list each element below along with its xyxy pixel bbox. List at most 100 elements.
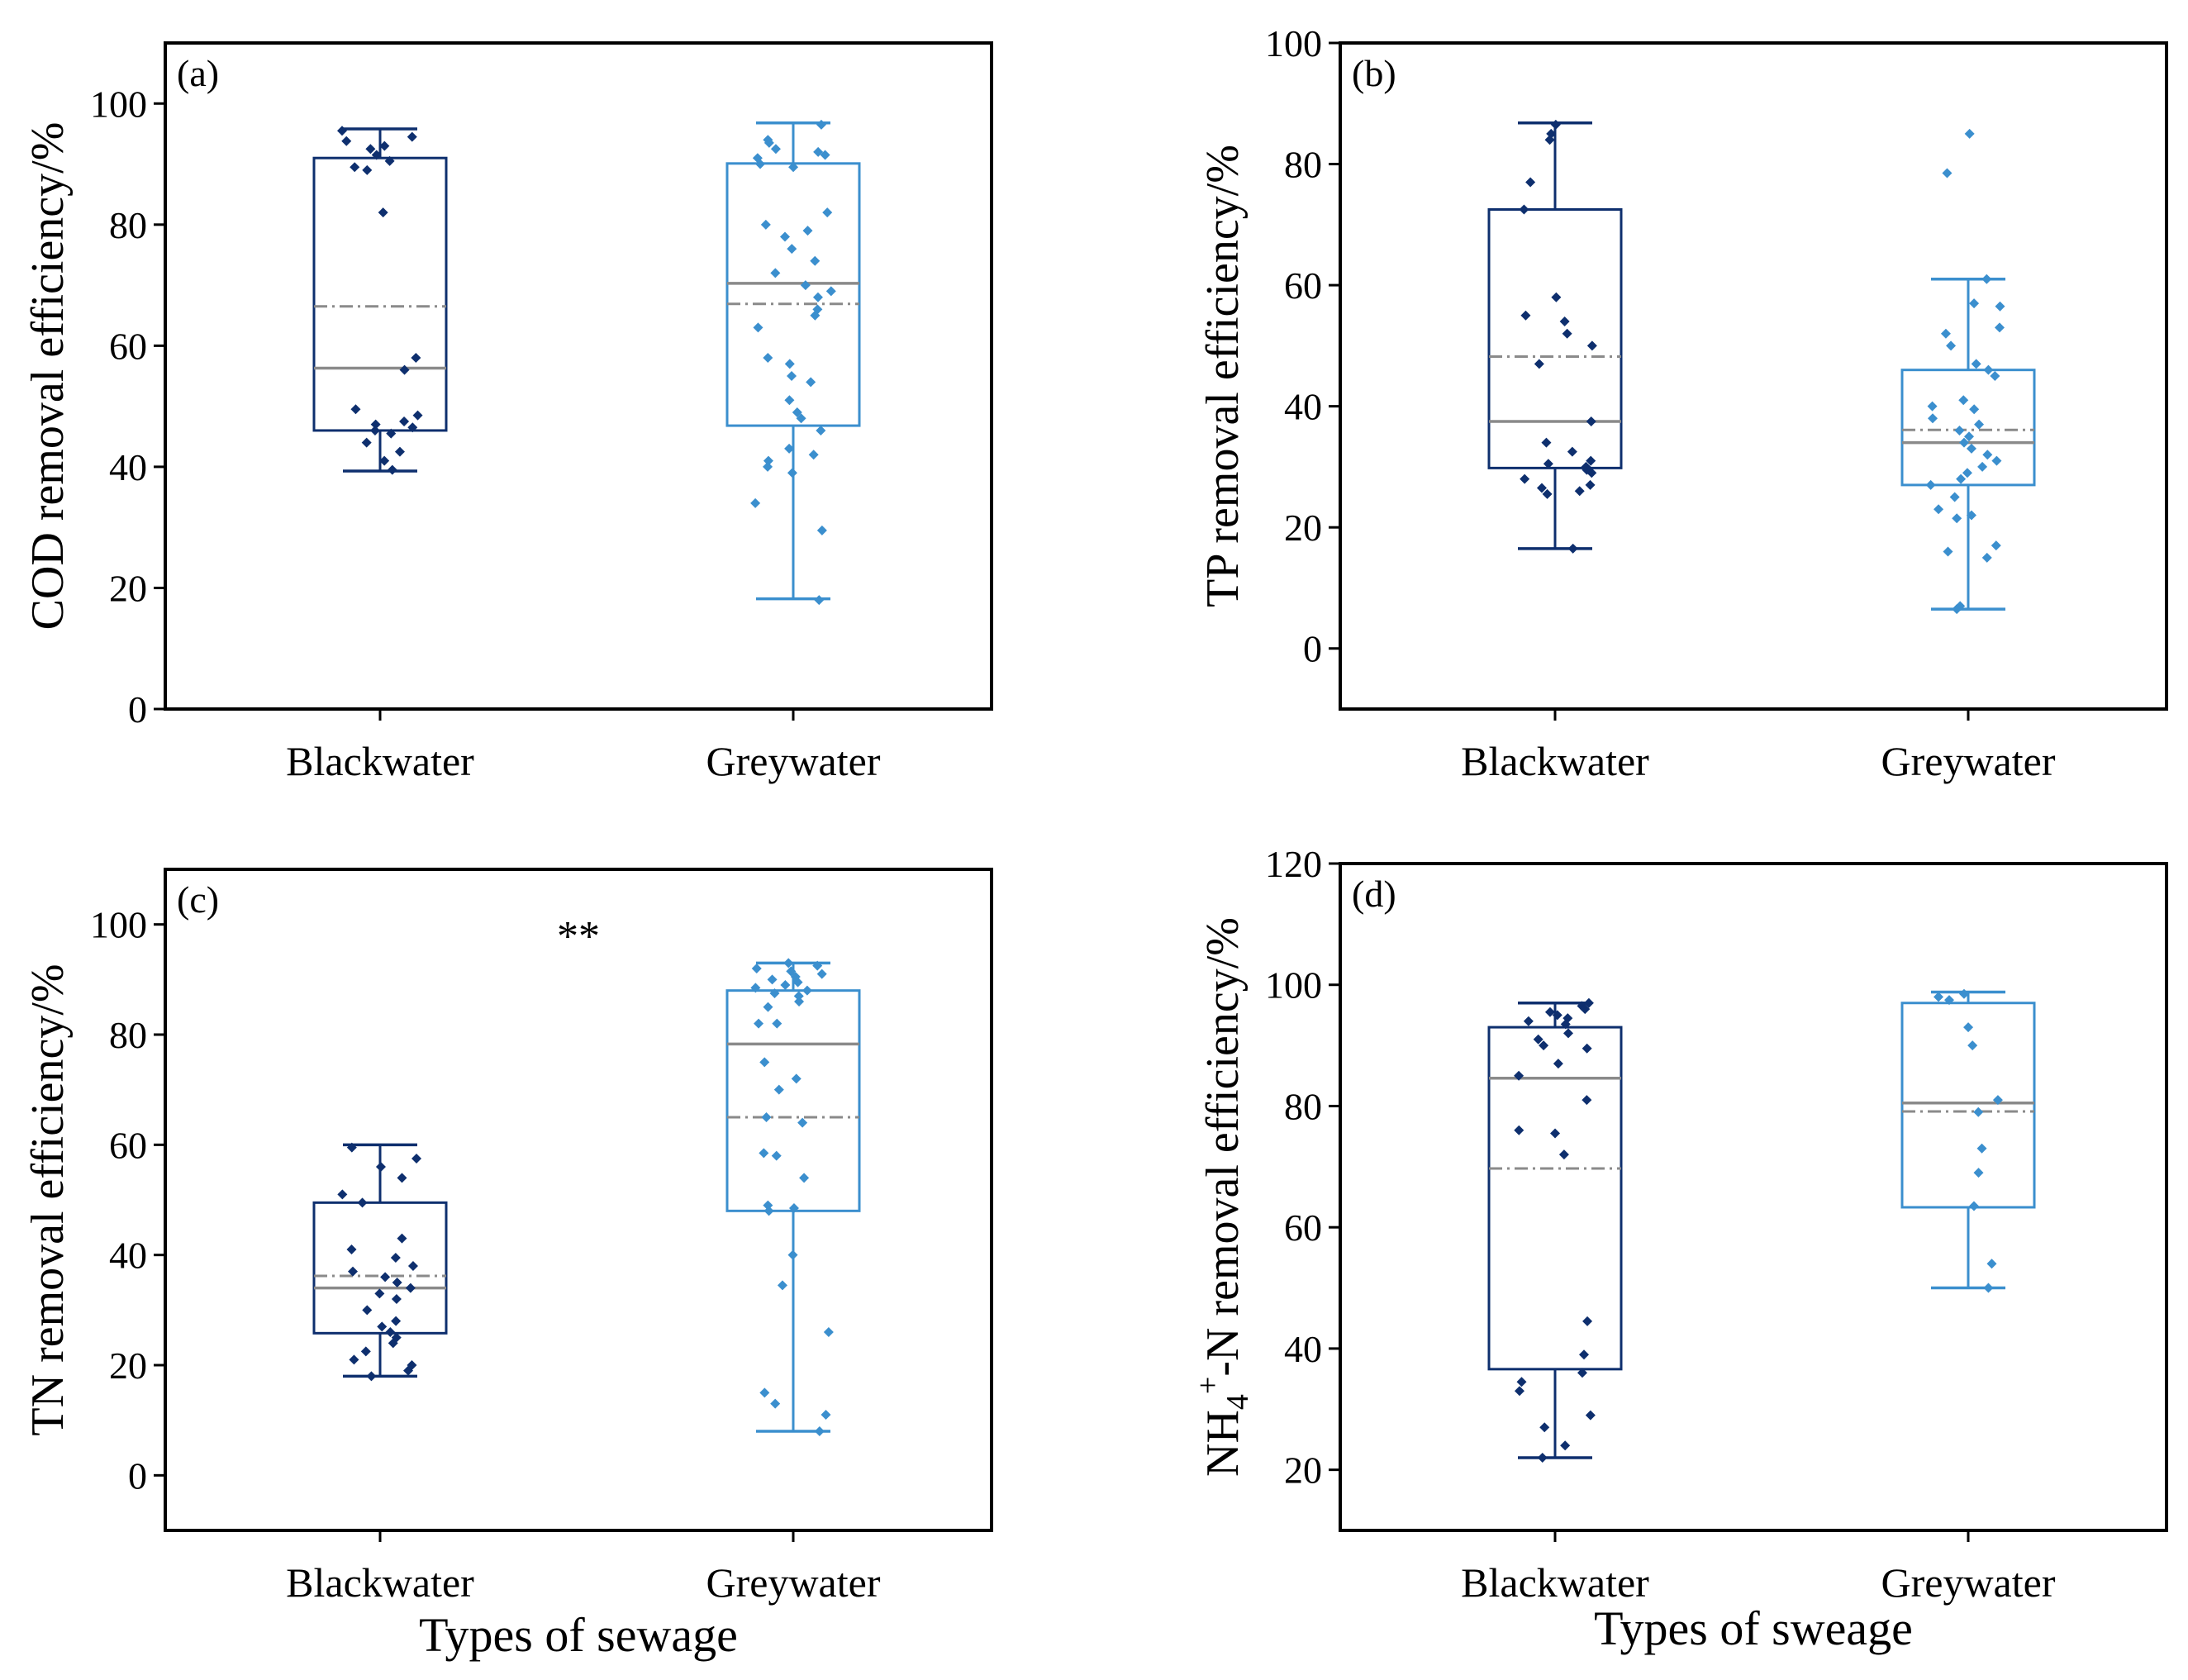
panel-a: 0 20 40 60 80 100 Blackwater Greywater (a) COD re… bbox=[22, 41, 993, 784]
data-point bbox=[1539, 1422, 1550, 1433]
data-point bbox=[792, 977, 803, 988]
y-tick-label: 0 bbox=[1303, 628, 1322, 670]
data-point bbox=[792, 407, 802, 417]
data-point bbox=[1582, 1043, 1592, 1054]
data-point bbox=[759, 1148, 769, 1159]
data-point bbox=[759, 1387, 770, 1398]
data-point bbox=[377, 1321, 388, 1332]
data-point bbox=[1514, 1125, 1524, 1135]
data-point bbox=[1973, 1107, 1984, 1117]
data-point bbox=[1934, 992, 1944, 1002]
data-point bbox=[1968, 1201, 1979, 1211]
data-point bbox=[802, 226, 813, 236]
data-point bbox=[1954, 425, 1965, 435]
data-point bbox=[1552, 1010, 1563, 1021]
data-point bbox=[1934, 504, 1944, 515]
data-point bbox=[794, 997, 805, 1007]
y-tick-label: 120 bbox=[1265, 843, 1322, 885]
data-point bbox=[1543, 459, 1553, 469]
data-point bbox=[786, 966, 797, 977]
data-point bbox=[411, 1154, 422, 1164]
data-point bbox=[812, 960, 823, 971]
y-tick-label: 60 bbox=[109, 325, 147, 367]
y-tick-label: 80 bbox=[1284, 144, 1322, 186]
data-point bbox=[361, 437, 372, 448]
data-point bbox=[788, 162, 799, 173]
box-iqr bbox=[312, 156, 448, 432]
data-point bbox=[386, 428, 397, 439]
data-point bbox=[1560, 1440, 1571, 1451]
data-point bbox=[1533, 1034, 1543, 1045]
data-point bbox=[814, 595, 825, 606]
data-point bbox=[763, 353, 773, 364]
x-category-label-blackwater: Blackwater bbox=[286, 1559, 474, 1606]
data-point bbox=[773, 1084, 784, 1095]
data-point bbox=[1544, 135, 1555, 145]
data-point bbox=[399, 416, 410, 426]
data-point bbox=[1958, 437, 1969, 448]
x-axis-title: Types of sewage bbox=[419, 1608, 738, 1662]
panel-label: (d) bbox=[1352, 873, 1396, 915]
data-point bbox=[791, 1073, 801, 1084]
data-point bbox=[772, 1018, 782, 1029]
data-point bbox=[1991, 540, 2001, 551]
data-point bbox=[1558, 1149, 1569, 1160]
data-point bbox=[796, 413, 806, 424]
panel-b: 0 20 40 60 80 100 Blackwater Greywater (b) TP rem… bbox=[1197, 22, 2168, 784]
data-point bbox=[1567, 543, 1578, 554]
data-point bbox=[337, 1189, 348, 1200]
data-point bbox=[751, 964, 762, 973]
data-point bbox=[412, 410, 423, 421]
y-tick-label: 100 bbox=[1265, 22, 1322, 64]
plot-frame bbox=[164, 41, 993, 711]
data-point bbox=[784, 395, 795, 406]
data-point bbox=[1943, 546, 1953, 557]
data-point bbox=[1519, 204, 1529, 215]
data-point bbox=[357, 1197, 368, 1208]
box-iqr bbox=[1900, 369, 2036, 487]
x-category-label-greywater: Greywater bbox=[706, 738, 881, 784]
data-point bbox=[1995, 301, 2005, 312]
data-point bbox=[816, 525, 827, 535]
x-category-label-greywater: Greywater bbox=[1881, 1559, 2056, 1606]
data-point bbox=[1516, 1377, 1527, 1387]
data-point bbox=[337, 126, 347, 136]
box-iqr bbox=[1487, 208, 1623, 469]
data-point bbox=[771, 1150, 782, 1161]
data-point bbox=[1563, 1028, 1573, 1039]
data-point bbox=[787, 468, 797, 478]
data-point bbox=[1925, 479, 1936, 490]
data-point bbox=[362, 164, 373, 175]
data-point bbox=[1983, 1283, 1994, 1293]
data-point bbox=[407, 422, 418, 433]
data-point bbox=[1582, 1095, 1592, 1106]
panel-label: (b) bbox=[1352, 52, 1396, 94]
data-point bbox=[1942, 168, 1953, 178]
box-greywater bbox=[725, 119, 861, 606]
data-point bbox=[1990, 371, 2000, 381]
data-point bbox=[1536, 483, 1547, 493]
data-point bbox=[814, 1426, 825, 1436]
data-point bbox=[763, 1002, 773, 1012]
data-point bbox=[822, 207, 833, 218]
y-tick-label: 80 bbox=[1284, 1085, 1322, 1127]
data-point bbox=[783, 958, 794, 968]
data-point bbox=[784, 359, 795, 369]
x-category-label-blackwater: Blackwater bbox=[1461, 738, 1649, 784]
data-point bbox=[799, 1173, 810, 1183]
y-tick-label: 60 bbox=[1284, 264, 1322, 307]
data-point bbox=[810, 310, 820, 321]
data-point bbox=[816, 968, 827, 979]
data-point bbox=[823, 1327, 834, 1337]
data-point bbox=[770, 1398, 781, 1409]
y-tick-label: 60 bbox=[109, 1124, 147, 1166]
y-tick-label: 60 bbox=[1284, 1206, 1322, 1249]
data-point bbox=[750, 983, 761, 993]
data-point bbox=[1553, 1059, 1563, 1069]
data-point bbox=[1962, 468, 1972, 478]
y-tick-label: 100 bbox=[90, 904, 147, 946]
data-point bbox=[348, 1266, 359, 1277]
data-point bbox=[1586, 468, 1597, 478]
plot-frame bbox=[1339, 41, 2168, 711]
data-point bbox=[1582, 1316, 1593, 1326]
